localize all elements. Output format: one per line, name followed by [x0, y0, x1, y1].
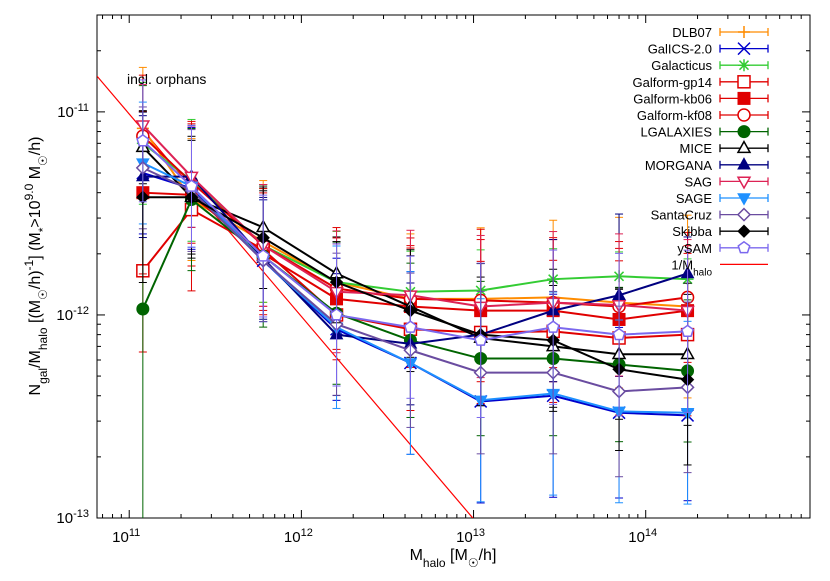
- y-tick-base: 10: [56, 510, 73, 527]
- legend-marker: [737, 108, 751, 122]
- legend-marker: [737, 42, 751, 56]
- data-point: [546, 320, 560, 333]
- legend-marker: [737, 157, 751, 170]
- legend-label: Galform-kf08: [637, 108, 712, 123]
- legend-marker: [738, 59, 750, 72]
- x-tick-exp: 12: [301, 527, 313, 539]
- y-tick-base: 10: [57, 104, 74, 121]
- data-point: [403, 320, 418, 333]
- legend-marker: [737, 193, 751, 206]
- data-point: [612, 327, 626, 341]
- data-point: [329, 308, 344, 321]
- series-skibba: [136, 111, 695, 466]
- data-point: [680, 324, 695, 337]
- x-tick-base: 10: [456, 529, 473, 546]
- series-galform-gp14: [136, 127, 695, 417]
- data-point: [136, 133, 150, 147]
- data-point: [136, 302, 150, 316]
- legend-label: Galform-kb06: [633, 91, 712, 106]
- legend-marker: [737, 224, 751, 238]
- legend-ref-name: 1/M: [671, 257, 693, 272]
- legend-marker: [737, 91, 751, 105]
- plot-frame: [96, 14, 811, 519]
- x-tick-base: 10: [284, 529, 301, 546]
- legend-label: SAG: [685, 174, 712, 189]
- legend: DLB07GalICS-2.0GalacticusGalform-gp14Gal…: [633, 25, 769, 278]
- data-point: [184, 179, 199, 192]
- y-tick-base: 10: [56, 307, 73, 324]
- legend-ref-sub: halo: [693, 267, 712, 278]
- x-tick-label: 1014: [628, 527, 657, 546]
- data-point: [256, 249, 270, 262]
- y-tick-label: 10-11: [57, 102, 89, 121]
- legend-label: Galacticus: [651, 58, 712, 73]
- legend-marker: [737, 240, 751, 254]
- legend-label: ySAM: [677, 241, 712, 256]
- legend-marker: [737, 75, 751, 89]
- legend-label: SAGE: [676, 191, 712, 206]
- series-mice: [135, 110, 695, 426]
- legend-label-reference: 1/Mhalo: [671, 257, 712, 278]
- legend-label: Skibba: [672, 224, 713, 239]
- legend-label: LGALAXIES: [640, 125, 712, 140]
- y-tick-exp: -11: [74, 102, 89, 114]
- legend-label: MICE: [680, 141, 713, 156]
- legend-marker: [736, 207, 752, 222]
- legend-label: GalICS-2.0: [648, 42, 712, 57]
- x-tick-exp: 13: [473, 527, 485, 539]
- y-tick-exp: -13: [73, 508, 89, 520]
- legend-label: Galform-gp14: [633, 75, 712, 90]
- series-morgana: [135, 115, 695, 407]
- legend-label: MORGANA: [645, 158, 713, 173]
- x-tick-exp: 14: [645, 527, 657, 539]
- reference-line: [97, 75, 474, 518]
- legend-marker: [737, 125, 751, 139]
- y-axis-label: Ngal/Mhalo [(M☉/h)-1] (M*>109.0 M☉/h): [22, 137, 50, 396]
- x-tick-base: 10: [628, 529, 645, 546]
- legend-marker: [738, 26, 750, 38]
- legend-marker: [736, 176, 752, 190]
- x-tick-label: 1012: [284, 527, 313, 546]
- y-tick-exp: -12: [73, 305, 89, 317]
- series-line: [142, 208, 688, 339]
- x-tick-label: 1013: [456, 527, 485, 546]
- series-line: [142, 175, 688, 345]
- x-axis-label: Mhalo [M☉/h]: [410, 547, 497, 570]
- x-tick-exp: 11: [129, 527, 140, 539]
- series-group: [135, 66, 695, 518]
- x-tick-label: 1011: [112, 527, 140, 546]
- annotation-text: incl. orphans: [127, 71, 206, 87]
- y-tick-label: 10-13: [56, 508, 89, 527]
- y-tick-label: 10-12: [56, 305, 89, 324]
- reference-line-group: [97, 75, 474, 518]
- x-tick-base: 10: [112, 529, 129, 546]
- legend-label: DLB07: [672, 25, 712, 40]
- series-ysam: [136, 79, 695, 418]
- data-point: [474, 333, 488, 346]
- legend-marker: [736, 140, 752, 154]
- legend-label: SantaCruz: [651, 208, 712, 223]
